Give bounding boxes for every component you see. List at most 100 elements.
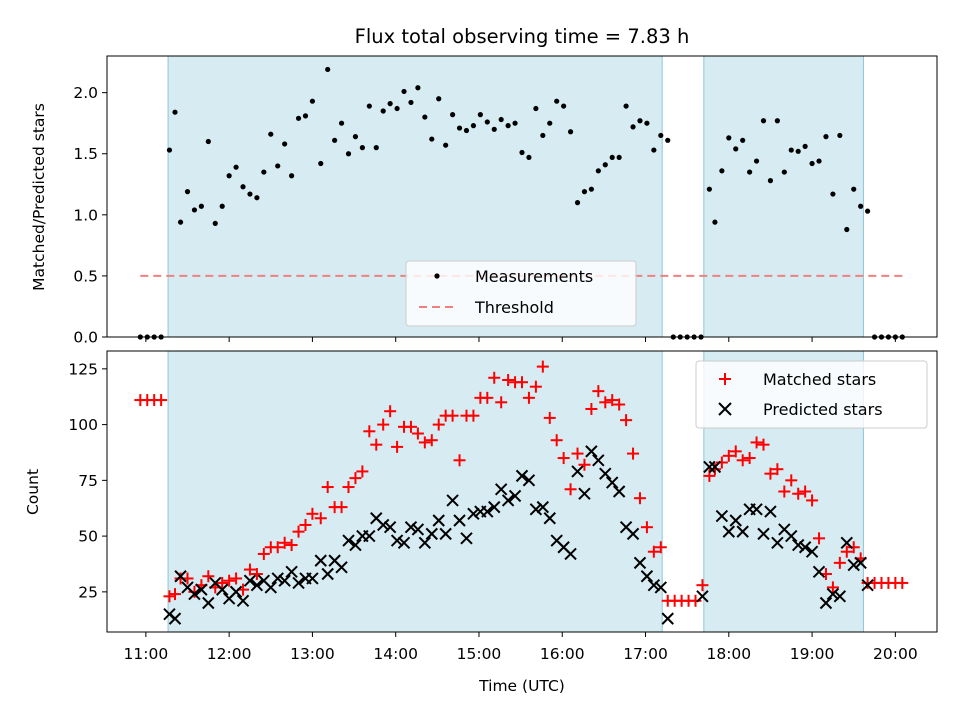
- measurement-point: [526, 154, 532, 161]
- predicted-star-point: [215, 583, 229, 596]
- measurement-point: [533, 105, 539, 112]
- bottom-panel: 25 50 75 100 125 11:00 12:00 13:00 14:00 15:00 16…: [24, 350, 938, 695]
- measurement-point: [733, 146, 739, 152]
- measurement-point: [802, 143, 808, 150]
- predicted-star-point: [826, 587, 840, 601]
- measurement-point: [651, 147, 657, 153]
- matched-star-point: [620, 414, 633, 427]
- measurement-point: [456, 125, 463, 131]
- matched-star-point: [813, 532, 826, 545]
- predicted-star-point: [812, 565, 826, 578]
- matched-star-point: [599, 396, 612, 409]
- matched-star-point: [384, 405, 397, 418]
- matched-star-point: [689, 594, 702, 607]
- predicted-star-point: [564, 547, 577, 561]
- top-panel-frame: [106, 55, 938, 338]
- matched-star-point: [516, 376, 528, 389]
- matched-star-point: [785, 474, 798, 487]
- chart-title: Flux total observing time = 7.83 h: [355, 25, 690, 48]
- matched-star-point: [792, 487, 805, 500]
- matched-star-point: [543, 411, 556, 424]
- predicted-star-point: [501, 494, 515, 507]
- predicted-star-point: [771, 536, 784, 550]
- matched-star-point: [446, 409, 459, 422]
- predicted-star-point: [376, 518, 390, 532]
- y-tick-label: 0.5: [73, 267, 98, 285]
- measurement-point: [302, 113, 309, 119]
- legend-measurements-marker: [434, 273, 440, 279]
- matched-star-point: [564, 483, 577, 496]
- predicted-star-point: [292, 576, 305, 590]
- measurement-point: [359, 145, 365, 151]
- legend-predicted-label: Predicted stars: [763, 400, 883, 419]
- matched-star-point: [833, 556, 846, 569]
- matched-star-point: [223, 574, 236, 587]
- predicted-star-point: [314, 554, 327, 567]
- measurement-point: [491, 126, 497, 132]
- top-legend: Measurements Threshold: [405, 260, 637, 327]
- matched-star-point: [778, 485, 791, 498]
- matched-star-point: [627, 447, 640, 460]
- predicted-star-point: [446, 494, 459, 507]
- predicted-star-point: [488, 500, 501, 514]
- matched-star-point: [377, 418, 390, 431]
- measurement-point: [781, 169, 787, 175]
- matched-star-point: [826, 581, 839, 594]
- predicted-star-point: [757, 527, 770, 541]
- predicted-star-point: [411, 523, 425, 536]
- measurement-point: [261, 169, 267, 175]
- measurement-point: [268, 131, 274, 137]
- x-tick-label: 15:00: [457, 645, 502, 663]
- measurement-point: [767, 178, 774, 184]
- predicted-star-point: [798, 541, 812, 554]
- predicted-star-point: [390, 534, 404, 547]
- matched-star-point: [356, 465, 369, 478]
- bottom-panel-frame: [106, 350, 938, 633]
- predicted-star-point: [819, 596, 833, 610]
- measurement-point: [380, 108, 386, 114]
- measurement-point: [205, 138, 211, 145]
- measurement-point: [519, 149, 525, 156]
- predicted-star-point: [349, 538, 362, 552]
- measurement-point: [644, 120, 650, 126]
- measurement-point: [172, 109, 178, 115]
- measurement-point: [394, 105, 400, 112]
- measurement-point: [401, 88, 407, 95]
- matched-star-point: [342, 481, 355, 494]
- predicted-star-point: [236, 594, 250, 607]
- matched-star-point: [467, 409, 480, 422]
- predicted-star-point: [861, 578, 874, 592]
- predicted-star-point: [188, 587, 201, 601]
- measurement-point: [408, 99, 414, 106]
- matched-star-point: [696, 579, 709, 592]
- bottom-legend-box: [695, 360, 928, 429]
- measurement-point: [547, 120, 553, 126]
- measurement-point: [387, 101, 393, 107]
- measurement-point: [470, 123, 477, 129]
- y-tick-label: 75: [78, 472, 98, 490]
- measurement-point: [753, 158, 760, 164]
- predicted-star-point: [425, 527, 438, 541]
- matched-star-point: [640, 521, 653, 534]
- measurement-point: [325, 66, 331, 73]
- measurement-point: [247, 191, 253, 197]
- predicted-star-point: [722, 525, 736, 538]
- matched-star-point: [764, 467, 777, 480]
- legend-predicted-marker: [718, 402, 732, 416]
- y-tick-label: 25: [78, 583, 98, 601]
- measurement-point: [788, 147, 794, 153]
- predicted-star-point: [460, 532, 473, 545]
- x-tick-label: 20:00: [873, 645, 918, 663]
- predicted-star-point: [708, 460, 722, 474]
- measurement-point: [609, 154, 615, 161]
- matched-star-point: [488, 371, 501, 384]
- matched-star-point: [306, 507, 319, 520]
- measurement-point: [484, 119, 490, 125]
- bottom-legend: Matched stars Predicted stars: [695, 360, 928, 429]
- measurement-point: [177, 219, 184, 225]
- predicted-star-point: [383, 520, 397, 534]
- matched-star-point: [654, 541, 667, 554]
- matched-star-point: [155, 394, 168, 407]
- matched-star-point: [613, 398, 626, 411]
- matched-star-point: [502, 373, 515, 386]
